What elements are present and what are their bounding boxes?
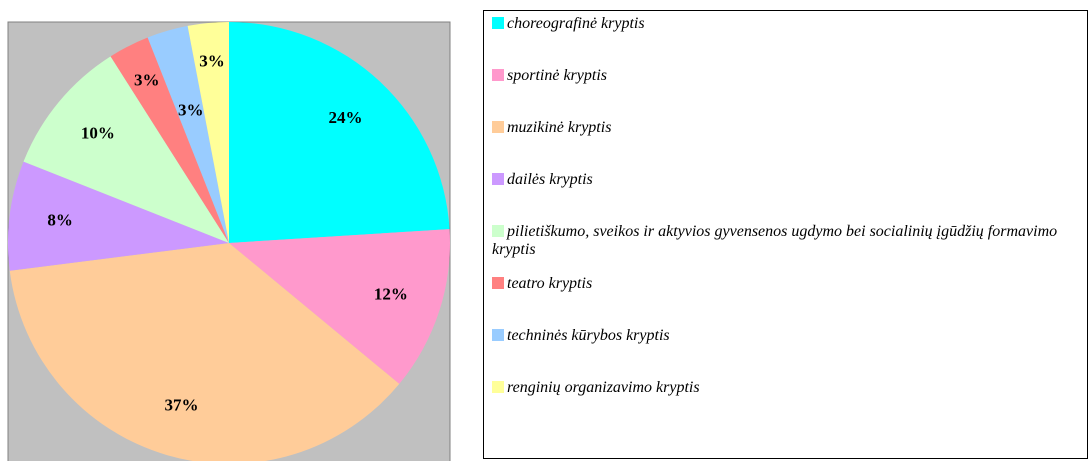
data-label: 24% [328, 108, 362, 127]
legend-label: sportinė kryptis [507, 67, 607, 84]
legend-label: renginių organizavimo kryptis [507, 379, 700, 396]
legend-label: pilietiškumo, sveikos ir aktyvios gyvens… [492, 223, 1058, 258]
legend: choreografinė kryptis sportinė kryptis muz… [483, 10, 1088, 459]
pie-slice [147, 25, 229, 243]
legend-swatch [492, 329, 504, 341]
data-label: 3% [199, 51, 225, 70]
legend-swatch [492, 17, 504, 29]
legend-item: choreografinė kryptis [492, 15, 1077, 33]
data-label: 3% [134, 70, 160, 89]
legend-item: muzikinė kryptis [492, 119, 1077, 137]
legend-item: renginių organizavimo kryptis [492, 379, 1077, 397]
pie-slice [229, 229, 450, 384]
legend-item: sportinė kryptis [492, 67, 1077, 85]
legend-label: dailės kryptis [507, 171, 593, 188]
pie-slice [8, 161, 230, 271]
pie-slice [187, 22, 229, 243]
legend-item: teatro kryptis [492, 275, 1077, 293]
legend-swatch [492, 277, 504, 289]
legend-swatch [492, 69, 504, 81]
data-label: 3% [178, 100, 204, 119]
data-label: 12% [374, 284, 408, 303]
legend-swatch [492, 173, 504, 185]
pie-slice [110, 37, 229, 244]
legend-swatch [492, 381, 504, 393]
legend-item: techninės kūrybos kryptis [492, 327, 1077, 345]
legend-item: dailės kryptis [492, 171, 1077, 189]
legend-label: teatro kryptis [507, 275, 593, 292]
legend-item: pilietiškumo, sveikos ir aktyvios gyvens… [492, 223, 1077, 259]
pie-slice [23, 56, 230, 243]
legend-swatch [492, 225, 504, 237]
pie-slice [9, 243, 400, 461]
data-label: 37% [165, 395, 199, 414]
legend-label: techninės kūrybos kryptis [507, 327, 670, 344]
legend-label: choreografinė kryptis [507, 15, 645, 32]
pie-slice [229, 22, 450, 243]
data-label: 10% [81, 123, 115, 142]
data-label: 8% [47, 211, 73, 230]
legend-label: muzikinė kryptis [507, 119, 612, 136]
legend-swatch [492, 121, 504, 133]
chart: 24% 12% 37% 8% 10% 3% 3% 3% [7, 21, 451, 461]
